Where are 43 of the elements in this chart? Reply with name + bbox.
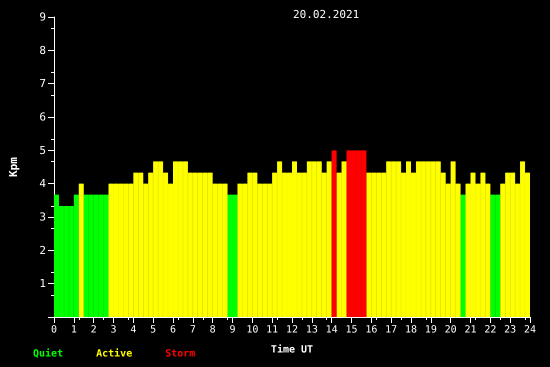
x-tick-label: 0: [50, 324, 58, 336]
x-tick-label: 21: [464, 324, 477, 336]
x-tick-label: 13: [306, 324, 318, 336]
bar: [332, 150, 337, 317]
text: Storm: [165, 348, 196, 360]
text: Active: [96, 348, 132, 360]
x-tick-label: 24: [524, 324, 536, 336]
x-axis-title: Time UT: [270, 344, 314, 356]
chart-title: 20.02.2021: [293, 8, 360, 21]
y-tick-label: 8: [39, 44, 46, 57]
x-tick-label: 8: [210, 324, 216, 336]
x-tick-label: 4: [130, 324, 136, 336]
y-tick-label: 5: [39, 144, 46, 157]
x-tick-label: 7: [190, 324, 196, 336]
x-tick-label: 20: [444, 324, 457, 336]
y-axis-title: Kpm: [7, 156, 20, 177]
bar: [78, 184, 84, 317]
x-tick-label: 18: [404, 324, 418, 336]
y-tick-label: 2: [39, 244, 46, 257]
y-tick-label: 9: [39, 10, 46, 24]
x-tick-label: 6: [170, 324, 176, 336]
x-tick-label: 5: [150, 324, 156, 336]
y-tick-label: 6: [39, 110, 46, 124]
x-tick-label: 14: [326, 324, 338, 336]
x-tick-label: 3: [110, 324, 117, 336]
text: Quiet: [33, 348, 64, 360]
x-tick-label: 2: [90, 324, 97, 336]
x-tick-label: 17: [385, 324, 398, 336]
x-tick-label: 9: [229, 324, 236, 336]
y-tick-label: 7: [39, 77, 46, 90]
x-tick-label: 1: [70, 324, 77, 336]
x-tick-label: 11: [266, 324, 278, 336]
x-tick-label: 23: [504, 324, 516, 336]
y-tick-label: 4: [39, 177, 46, 190]
x-tick-label: 16: [365, 324, 378, 336]
y-tick-label: 3: [39, 210, 46, 224]
y-tick-label: 1: [39, 277, 46, 290]
x-tick-label: 12: [286, 324, 298, 336]
x-tick-label: 10: [246, 324, 258, 336]
x-tick-label: 22: [484, 324, 496, 336]
bar: [460, 194, 466, 317]
x-tick-label: 15: [345, 324, 358, 336]
x-tick-label: 19: [424, 324, 437, 336]
